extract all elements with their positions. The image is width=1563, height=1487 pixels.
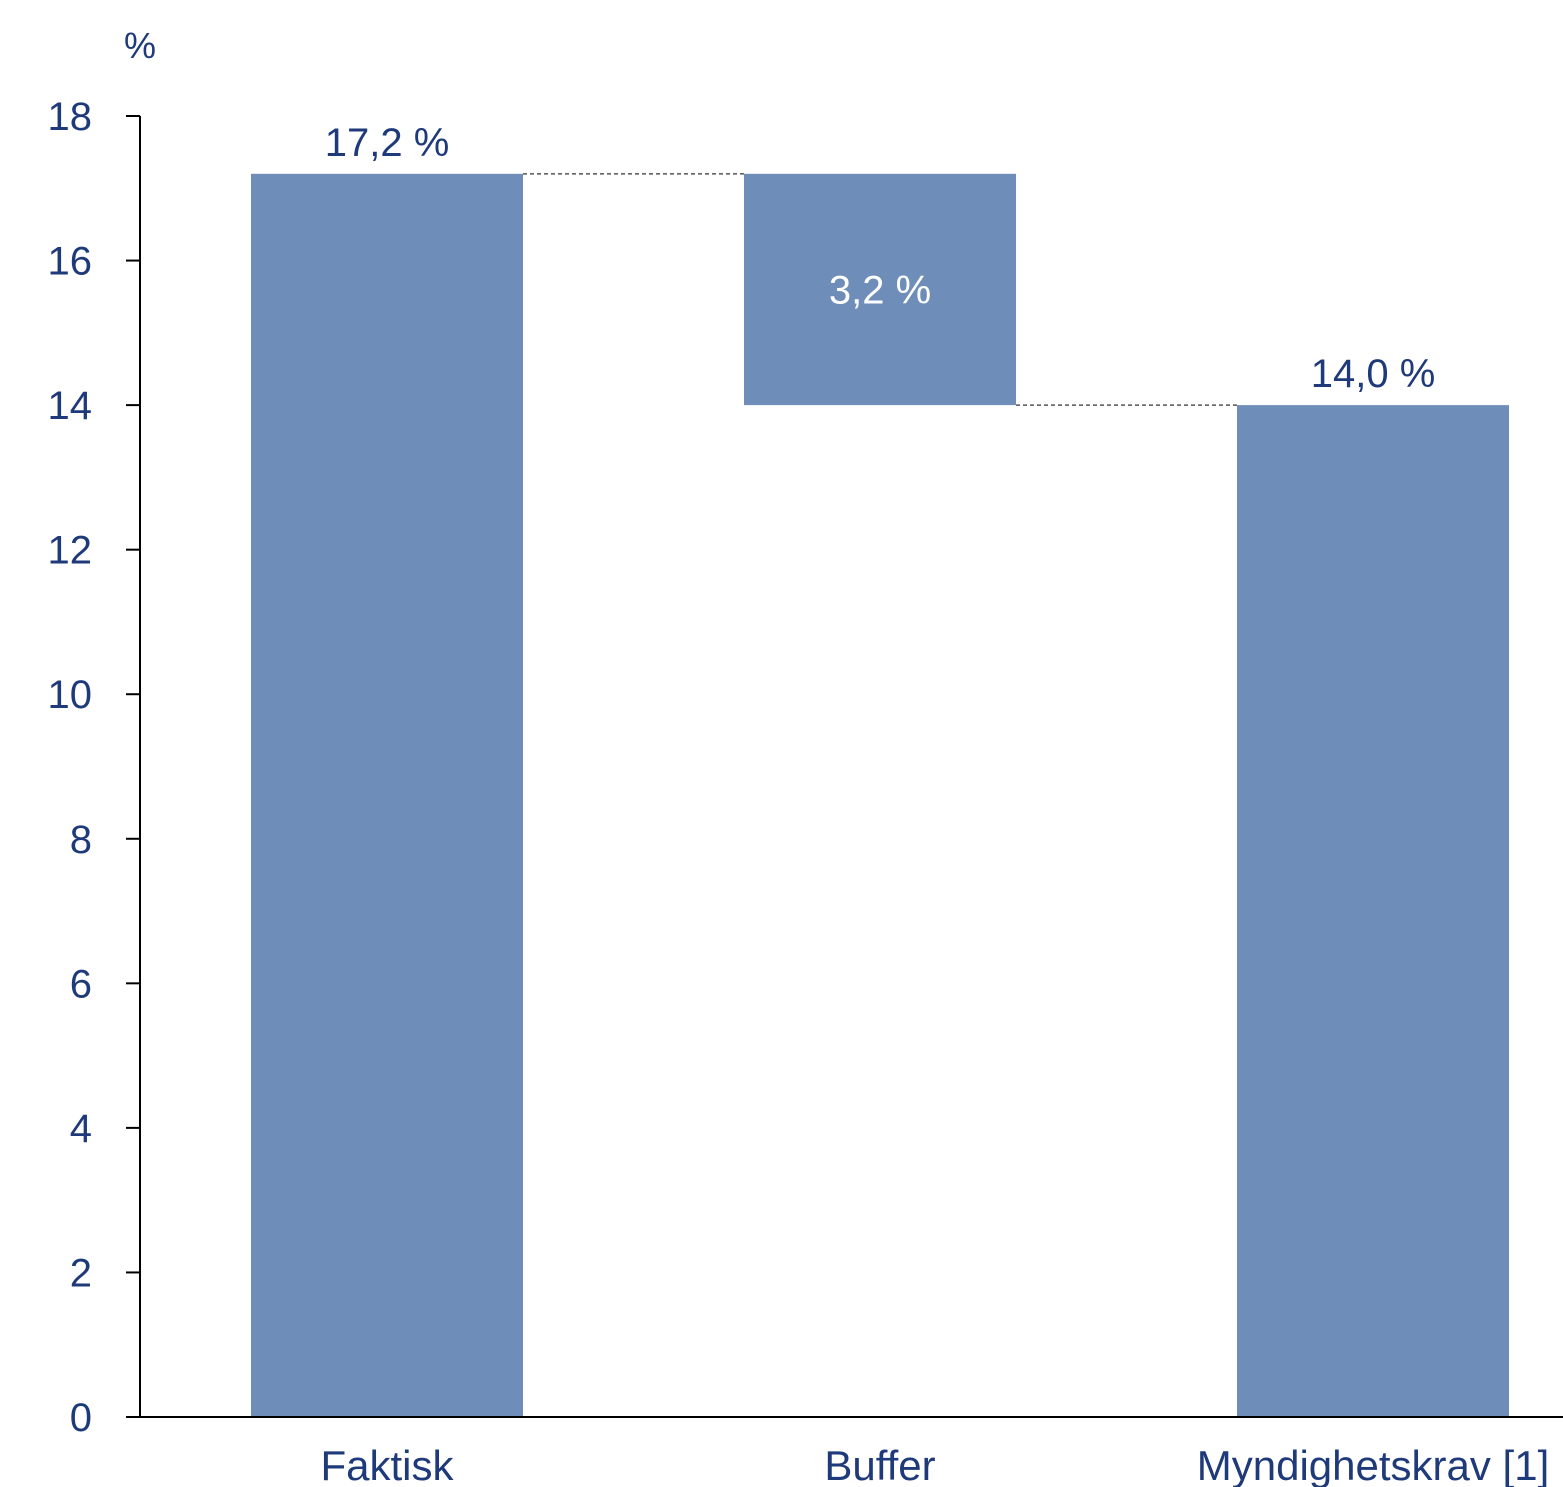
data-label: 17,2 % xyxy=(325,121,450,165)
x-category-label: Buffer xyxy=(824,1442,935,1487)
y-tick-label: 4 xyxy=(70,1107,92,1151)
y-unit-label: % xyxy=(124,25,156,66)
y-tick-label: 18 xyxy=(48,95,93,139)
x-category-label: Myndighetskrav [1] xyxy=(1197,1442,1550,1487)
y-axis: 0 2 4 6 8 10 12 14 16 18 xyxy=(48,95,141,1440)
data-label: 3,2 % xyxy=(829,268,931,312)
y-tick-label: 2 xyxy=(70,1251,92,1295)
y-tick-label: 8 xyxy=(70,818,92,862)
bar xyxy=(1237,405,1509,1418)
x-category-label: Faktisk xyxy=(320,1442,454,1487)
y-tick-label: 16 xyxy=(48,240,93,284)
bar xyxy=(251,173,523,1417)
data-labels: 17,2 % 3,2 % 14,0 % xyxy=(325,121,1436,396)
y-tick-label: 10 xyxy=(48,673,93,717)
y-tick-label: 6 xyxy=(70,962,92,1006)
bar xyxy=(744,173,1016,406)
y-tick-label: 0 xyxy=(70,1396,92,1440)
connector-lines xyxy=(523,173,1237,406)
y-tick-label: 14 xyxy=(48,384,93,428)
y-tick-label: 12 xyxy=(48,529,93,573)
x-axis: Faktisk Buffer Myndighetskrav [1] xyxy=(126,1416,1563,1487)
bars xyxy=(251,173,1509,1418)
data-label: 14,0 % xyxy=(1311,352,1436,396)
